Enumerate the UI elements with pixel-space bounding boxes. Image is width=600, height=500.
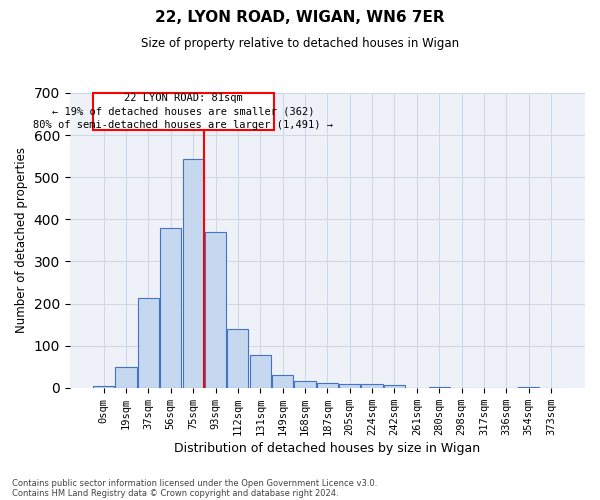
Text: 22, LYON ROAD, WIGAN, WN6 7ER: 22, LYON ROAD, WIGAN, WN6 7ER [155,10,445,25]
Bar [115,367,137,388]
Bar [227,329,248,388]
Bar [518,387,539,388]
Bar [160,228,181,388]
Text: Size of property relative to detached houses in Wigan: Size of property relative to detached ho… [141,38,459,51]
Bar [205,232,226,388]
Bar [272,375,293,388]
Bar [182,159,204,388]
Bar [339,384,361,388]
Bar [295,380,316,388]
Text: Contains HM Land Registry data © Crown copyright and database right 2024.: Contains HM Land Registry data © Crown c… [12,488,338,498]
Bar [93,386,115,388]
Bar [361,384,383,388]
X-axis label: Distribution of detached houses by size in Wigan: Distribution of detached houses by size … [174,442,481,455]
Text: 22 LYON ROAD: 81sqm
← 19% of detached houses are smaller (362)
80% of semi-detac: 22 LYON ROAD: 81sqm ← 19% of detached ho… [33,93,333,130]
Y-axis label: Number of detached properties: Number of detached properties [15,148,28,334]
Bar [92,93,274,130]
Bar [384,385,405,388]
Bar [138,298,159,388]
Bar [317,383,338,388]
Text: Contains public sector information licensed under the Open Government Licence v3: Contains public sector information licen… [12,478,377,488]
Bar [428,386,450,388]
Bar [250,356,271,388]
